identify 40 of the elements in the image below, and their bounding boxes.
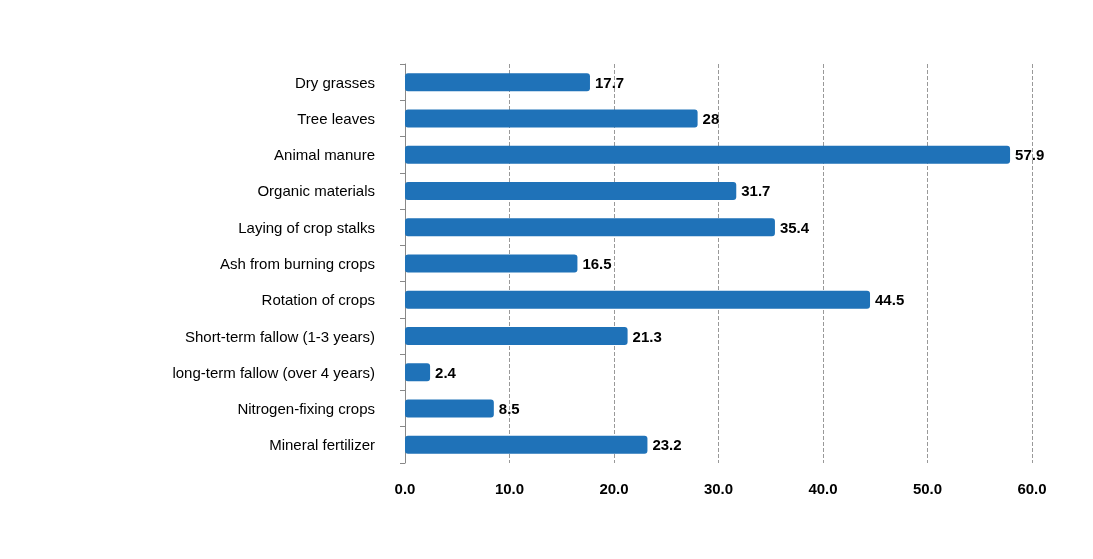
- bar: [405, 435, 648, 454]
- bar: [405, 145, 1011, 164]
- data-label: 35.4: [779, 218, 810, 236]
- bar: [405, 290, 871, 309]
- data-label: 31.7: [741, 182, 771, 200]
- x-tick-label: 20.0: [599, 480, 629, 497]
- data-label: 57.9: [1015, 146, 1045, 164]
- data-label: 8.5: [498, 400, 520, 418]
- y-tick-label: Tree leaves: [297, 109, 375, 127]
- bar: [405, 399, 494, 418]
- y-tick-label: Laying of crop stalks: [238, 218, 375, 236]
- x-tick-label: 30.0: [703, 480, 734, 497]
- x-tick-label: 50.0: [912, 480, 943, 497]
- data-label: 28: [702, 109, 720, 127]
- data-label: 2.4: [435, 363, 457, 381]
- y-tick-label: long-term fallow (over 4 years): [172, 363, 375, 381]
- data-label: 17.7: [594, 73, 625, 91]
- bar: [405, 254, 578, 273]
- y-tick-label: Organic materials: [257, 182, 375, 200]
- y-tick-label: Rotation of crops: [261, 291, 375, 309]
- bar: [405, 181, 737, 200]
- data-label: 21.3: [632, 327, 662, 345]
- y-tick-label: Nitrogen-fixing crops: [237, 400, 375, 418]
- data-label: 23.2: [652, 436, 682, 454]
- bar: [405, 73, 590, 92]
- x-tick-label: 60.0: [1017, 480, 1047, 497]
- bar: [405, 327, 628, 346]
- y-tick-label: Ash from burning crops: [219, 255, 375, 272]
- y-tick-label: Animal manure: [274, 146, 375, 164]
- bar: [405, 109, 698, 128]
- bar: [405, 363, 431, 382]
- bar: [405, 218, 775, 237]
- data-label: 16.5: [582, 255, 612, 272]
- x-tick-label: 10.0: [494, 480, 525, 497]
- y-tick-label: Dry grasses: [294, 73, 375, 91]
- y-tick-label: Short-term fallow (1-3 years): [184, 327, 375, 345]
- x-tick-label: 40.0: [808, 480, 838, 497]
- data-label: 44.5: [875, 291, 905, 309]
- x-tick-label: 0.0: [394, 480, 416, 497]
- y-tick-label: Mineral fertilizer: [269, 436, 375, 454]
